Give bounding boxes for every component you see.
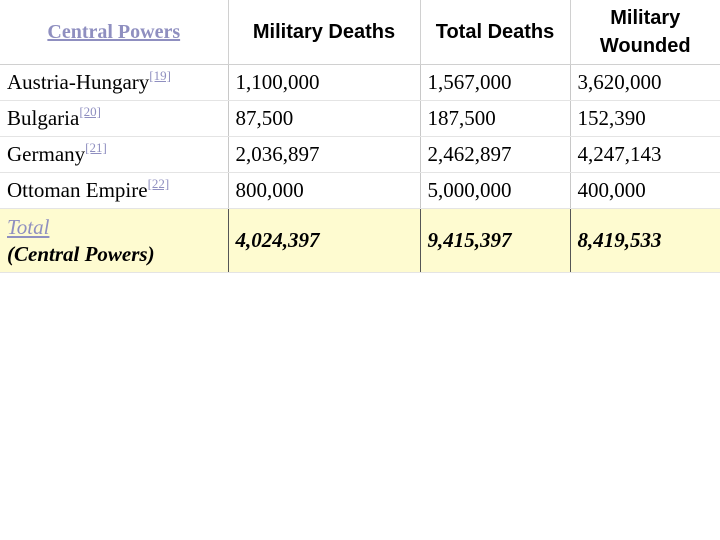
total-value-cell: 4,024,397 [227,208,420,273]
total-value-cell: 8,419,533 [569,208,720,273]
country-cell: Bulgaria[20] [0,100,228,137]
table-body: Austria-Hungary[19] 1,100,000 1,567,000 3,6… [0,64,720,273]
header-link[interactable]: Central Powers [47,21,181,43]
reference: [21] [85,140,107,155]
header-row: Central Powers Military Deaths Total Death… [0,0,720,65]
data-row: Bulgaria[20] 87,500 187,500 152,390 [0,100,720,137]
value-cell: 87,500 [227,100,420,137]
value-cell: 3,620,000 [569,64,720,101]
value-cell: 1,100,000 [227,64,420,101]
reference-link[interactable]: [22] [147,176,170,191]
data-row: Ottoman Empire[22] 800,000 5,000,000 400,00… [0,172,720,209]
country-cell: Ottoman Empire[22] [0,172,228,209]
column-header: Central Powers [0,0,228,65]
value-cell: 4,247,143 [569,136,720,173]
country-cell: Germany[21] [0,136,228,173]
reference: [20] [79,104,101,119]
total-value-cell: 9,415,397 [419,208,570,273]
value-cell: 152,390 [569,100,720,137]
country-cell: Austria-Hungary[19] [0,64,228,101]
data-row: Austria-Hungary[19] 1,100,000 1,567,000 3,6… [0,64,720,101]
data-row: Germany[21] 2,036,897 2,462,897 4,247,143 [0,136,720,173]
country-name: Austria-Hungary [7,70,150,94]
value-cell: 5,000,000 [419,172,570,209]
value-cell: 2,036,897 [227,136,420,173]
value-cell: 400,000 [569,172,720,209]
reference: [22] [148,176,170,191]
value-cell: 2,462,897 [419,136,570,173]
reference-link[interactable]: [21] [85,140,107,155]
total-row: Total (Central Powers) 4,024,397 9,415,397 8… [0,208,720,273]
total-link[interactable]: Total [7,214,50,239]
column-header: Total Deaths [419,0,570,65]
casualty-table: Central Powers Military Deaths Total Death… [0,0,720,273]
value-cell: 1,567,000 [419,64,570,101]
total-label-cell: Total (Central Powers) [0,208,228,273]
country-name: Bulgaria [7,106,80,130]
column-header: Military Deaths [227,0,420,65]
total-sublabel: (Central Powers) [7,241,155,266]
value-cell: 187,500 [419,100,570,137]
country-name: Germany [7,142,86,166]
country-name: Ottoman Empire [7,178,148,202]
reference-link[interactable]: [20] [79,104,101,119]
reference: [19] [149,68,171,83]
reference-link[interactable]: [19] [149,68,171,83]
column-header: Military Wounded [569,0,720,65]
value-cell: 800,000 [227,172,420,209]
